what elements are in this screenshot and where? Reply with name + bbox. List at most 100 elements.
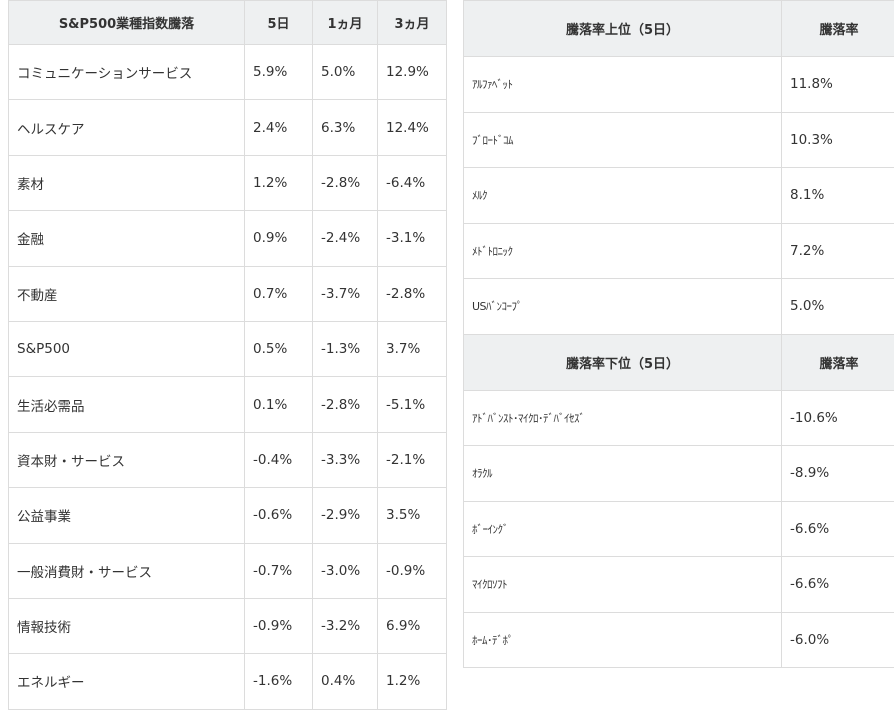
company-name-cell: ﾎｰﾑ･ﾃﾞﾎﾟ [463, 611, 782, 668]
company-name-cell: USﾊﾞﾝｺｰﾌﾟ [463, 278, 782, 335]
stock-ranking-table: 騰落率上位（5日） 騰落率 ｱﾙﾌｧﾍﾞｯﾄ 11.8% ﾌﾞﾛｰﾄﾞｺﾑ 10… [463, 0, 894, 668]
5day-change-cell: 0.9% [244, 210, 313, 267]
1month-change-cell: 6.3% [312, 99, 378, 156]
company-name-cell: ﾒﾄﾞﾄﾛﾆｯｸ [463, 222, 782, 279]
5day-change-cell: 1.2% [244, 154, 313, 212]
top-gainers-header-row: 騰落率上位（5日） 騰落率 [463, 0, 894, 57]
sector-name-cell: 不動産 [8, 265, 245, 322]
sector-name-cell: 情報技術 [8, 597, 245, 655]
change-rate-cell: 11.8% [781, 56, 894, 113]
1month-change-cell: -1.3% [312, 320, 378, 378]
5day-column-header: 5日 [244, 0, 313, 45]
table-row: 資本財・サービス -0.4% -3.3% -2.1% [8, 431, 447, 489]
change-rate-cell: -6.0% [781, 611, 894, 668]
1month-column-header: 1ヵ月 [312, 0, 378, 45]
1month-change-cell: -2.8% [312, 376, 378, 433]
3month-change-cell: 12.4% [377, 99, 447, 156]
sector-name-cell: コミュニケーションサービス [8, 43, 245, 101]
table-row: ﾎｰﾑ･ﾃﾞﾎﾟ -6.0% [463, 611, 894, 668]
5day-change-cell: 5.9% [244, 43, 313, 101]
1month-change-cell: -2.9% [312, 487, 378, 544]
table-row: コミュニケーションサービス 5.9% 5.0% 12.9% [8, 43, 447, 101]
1month-change-cell: -3.2% [312, 597, 378, 655]
1month-change-cell: -3.7% [312, 265, 378, 322]
top-losers-header: 騰落率下位（5日） [463, 333, 782, 391]
change-rate-cell: -10.6% [781, 389, 894, 446]
3month-change-cell: 3.5% [377, 487, 447, 544]
table-row: 不動産 0.7% -3.7% -2.8% [8, 265, 447, 322]
table-row: 金融 0.9% -2.4% -3.1% [8, 210, 447, 267]
1month-change-cell: -2.4% [312, 210, 378, 267]
table-row: エネルギー -1.6% 0.4% 1.2% [8, 653, 447, 710]
sector-column-header: S&P500業種指数騰落 [8, 0, 245, 45]
sector-name-cell: 一般消費財・サービス [8, 542, 245, 599]
change-rate-header: 騰落率 [781, 333, 894, 391]
table-row: 情報技術 -0.9% -3.2% 6.9% [8, 597, 447, 655]
company-name-cell: ｱﾄﾞﾊﾞﾝｽﾄ･ﾏｲｸﾛ･ﾃﾞﾊﾞｲｾｽﾞ [463, 389, 782, 446]
company-name-cell: ﾌﾞﾛｰﾄﾞｺﾑ [463, 111, 782, 168]
change-rate-cell: -6.6% [781, 500, 894, 557]
table-row: ｵﾗｸﾙ -8.9% [463, 445, 894, 502]
3month-change-cell: -5.1% [377, 376, 447, 433]
5day-change-cell: 2.4% [244, 99, 313, 156]
change-rate-cell: 5.0% [781, 278, 894, 335]
1month-change-cell: -3.3% [312, 431, 378, 489]
1month-change-cell: 5.0% [312, 43, 378, 101]
top-gainers-header: 騰落率上位（5日） [463, 0, 782, 57]
change-rate-cell: 8.1% [781, 167, 894, 224]
5day-change-cell: 0.5% [244, 320, 313, 378]
table-row: ﾏｲｸﾛｿﾌﾄ -6.6% [463, 556, 894, 613]
table-row: ﾒﾙｸ 8.1% [463, 167, 894, 224]
5day-change-cell: 0.1% [244, 376, 313, 433]
1month-change-cell: 0.4% [312, 653, 378, 710]
3month-change-cell: 3.7% [377, 320, 447, 378]
sector-performance-table: S&P500業種指数騰落 5日 1ヵ月 3ヵ月 コミュニケーションサービス 5.… [8, 0, 447, 710]
sector-table-header-row: S&P500業種指数騰落 5日 1ヵ月 3ヵ月 [8, 0, 447, 45]
table-row: 一般消費財・サービス -0.7% -3.0% -0.9% [8, 542, 447, 599]
3month-change-cell: -2.1% [377, 431, 447, 489]
table-row: 公益事業 -0.6% -2.9% 3.5% [8, 487, 447, 544]
1month-change-cell: -3.0% [312, 542, 378, 599]
3month-change-cell: 12.9% [377, 43, 447, 101]
sector-name-cell: S&P500 [8, 320, 245, 378]
3month-column-header: 3ヵ月 [377, 0, 447, 45]
table-row: ﾒﾄﾞﾄﾛﾆｯｸ 7.2% [463, 222, 894, 279]
table-row: ヘルスケア 2.4% 6.3% 12.4% [8, 99, 447, 156]
change-rate-cell: -6.6% [781, 556, 894, 613]
1month-change-cell: -2.8% [312, 154, 378, 212]
table-row: USﾊﾞﾝｺｰﾌﾟ 5.0% [463, 278, 894, 335]
5day-change-cell: -0.6% [244, 487, 313, 544]
sector-name-cell: 素材 [8, 154, 245, 212]
table-row: S&P500 0.5% -1.3% 3.7% [8, 320, 447, 378]
company-name-cell: ｵﾗｸﾙ [463, 445, 782, 502]
5day-change-cell: -0.4% [244, 431, 313, 489]
sector-name-cell: ヘルスケア [8, 99, 245, 156]
sector-name-cell: 生活必需品 [8, 376, 245, 433]
change-rate-header: 騰落率 [781, 0, 894, 57]
sector-name-cell: 金融 [8, 210, 245, 267]
change-rate-cell: 10.3% [781, 111, 894, 168]
sector-name-cell: エネルギー [8, 653, 245, 710]
3month-change-cell: -3.1% [377, 210, 447, 267]
sector-name-cell: 公益事業 [8, 487, 245, 544]
change-rate-cell: 7.2% [781, 222, 894, 279]
5day-change-cell: 0.7% [244, 265, 313, 322]
table-row: ｱﾙﾌｧﾍﾞｯﾄ 11.8% [463, 56, 894, 113]
table-row: ﾎﾞｰｲﾝｸﾞ -6.6% [463, 500, 894, 557]
5day-change-cell: -0.7% [244, 542, 313, 599]
3month-change-cell: 6.9% [377, 597, 447, 655]
3month-change-cell: -6.4% [377, 154, 447, 212]
table-row: ﾌﾞﾛｰﾄﾞｺﾑ 10.3% [463, 111, 894, 168]
3month-change-cell: -2.8% [377, 265, 447, 322]
change-rate-cell: -8.9% [781, 445, 894, 502]
company-name-cell: ﾏｲｸﾛｿﾌﾄ [463, 556, 782, 613]
top-losers-header-row: 騰落率下位（5日） 騰落率 [463, 333, 894, 391]
3month-change-cell: -0.9% [377, 542, 447, 599]
table-row: 生活必需品 0.1% -2.8% -5.1% [8, 376, 447, 433]
5day-change-cell: -1.6% [244, 653, 313, 710]
company-name-cell: ﾒﾙｸ [463, 167, 782, 224]
company-name-cell: ﾎﾞｰｲﾝｸﾞ [463, 500, 782, 557]
table-row: 素材 1.2% -2.8% -6.4% [8, 154, 447, 212]
sector-name-cell: 資本財・サービス [8, 431, 245, 489]
company-name-cell: ｱﾙﾌｧﾍﾞｯﾄ [463, 56, 782, 113]
